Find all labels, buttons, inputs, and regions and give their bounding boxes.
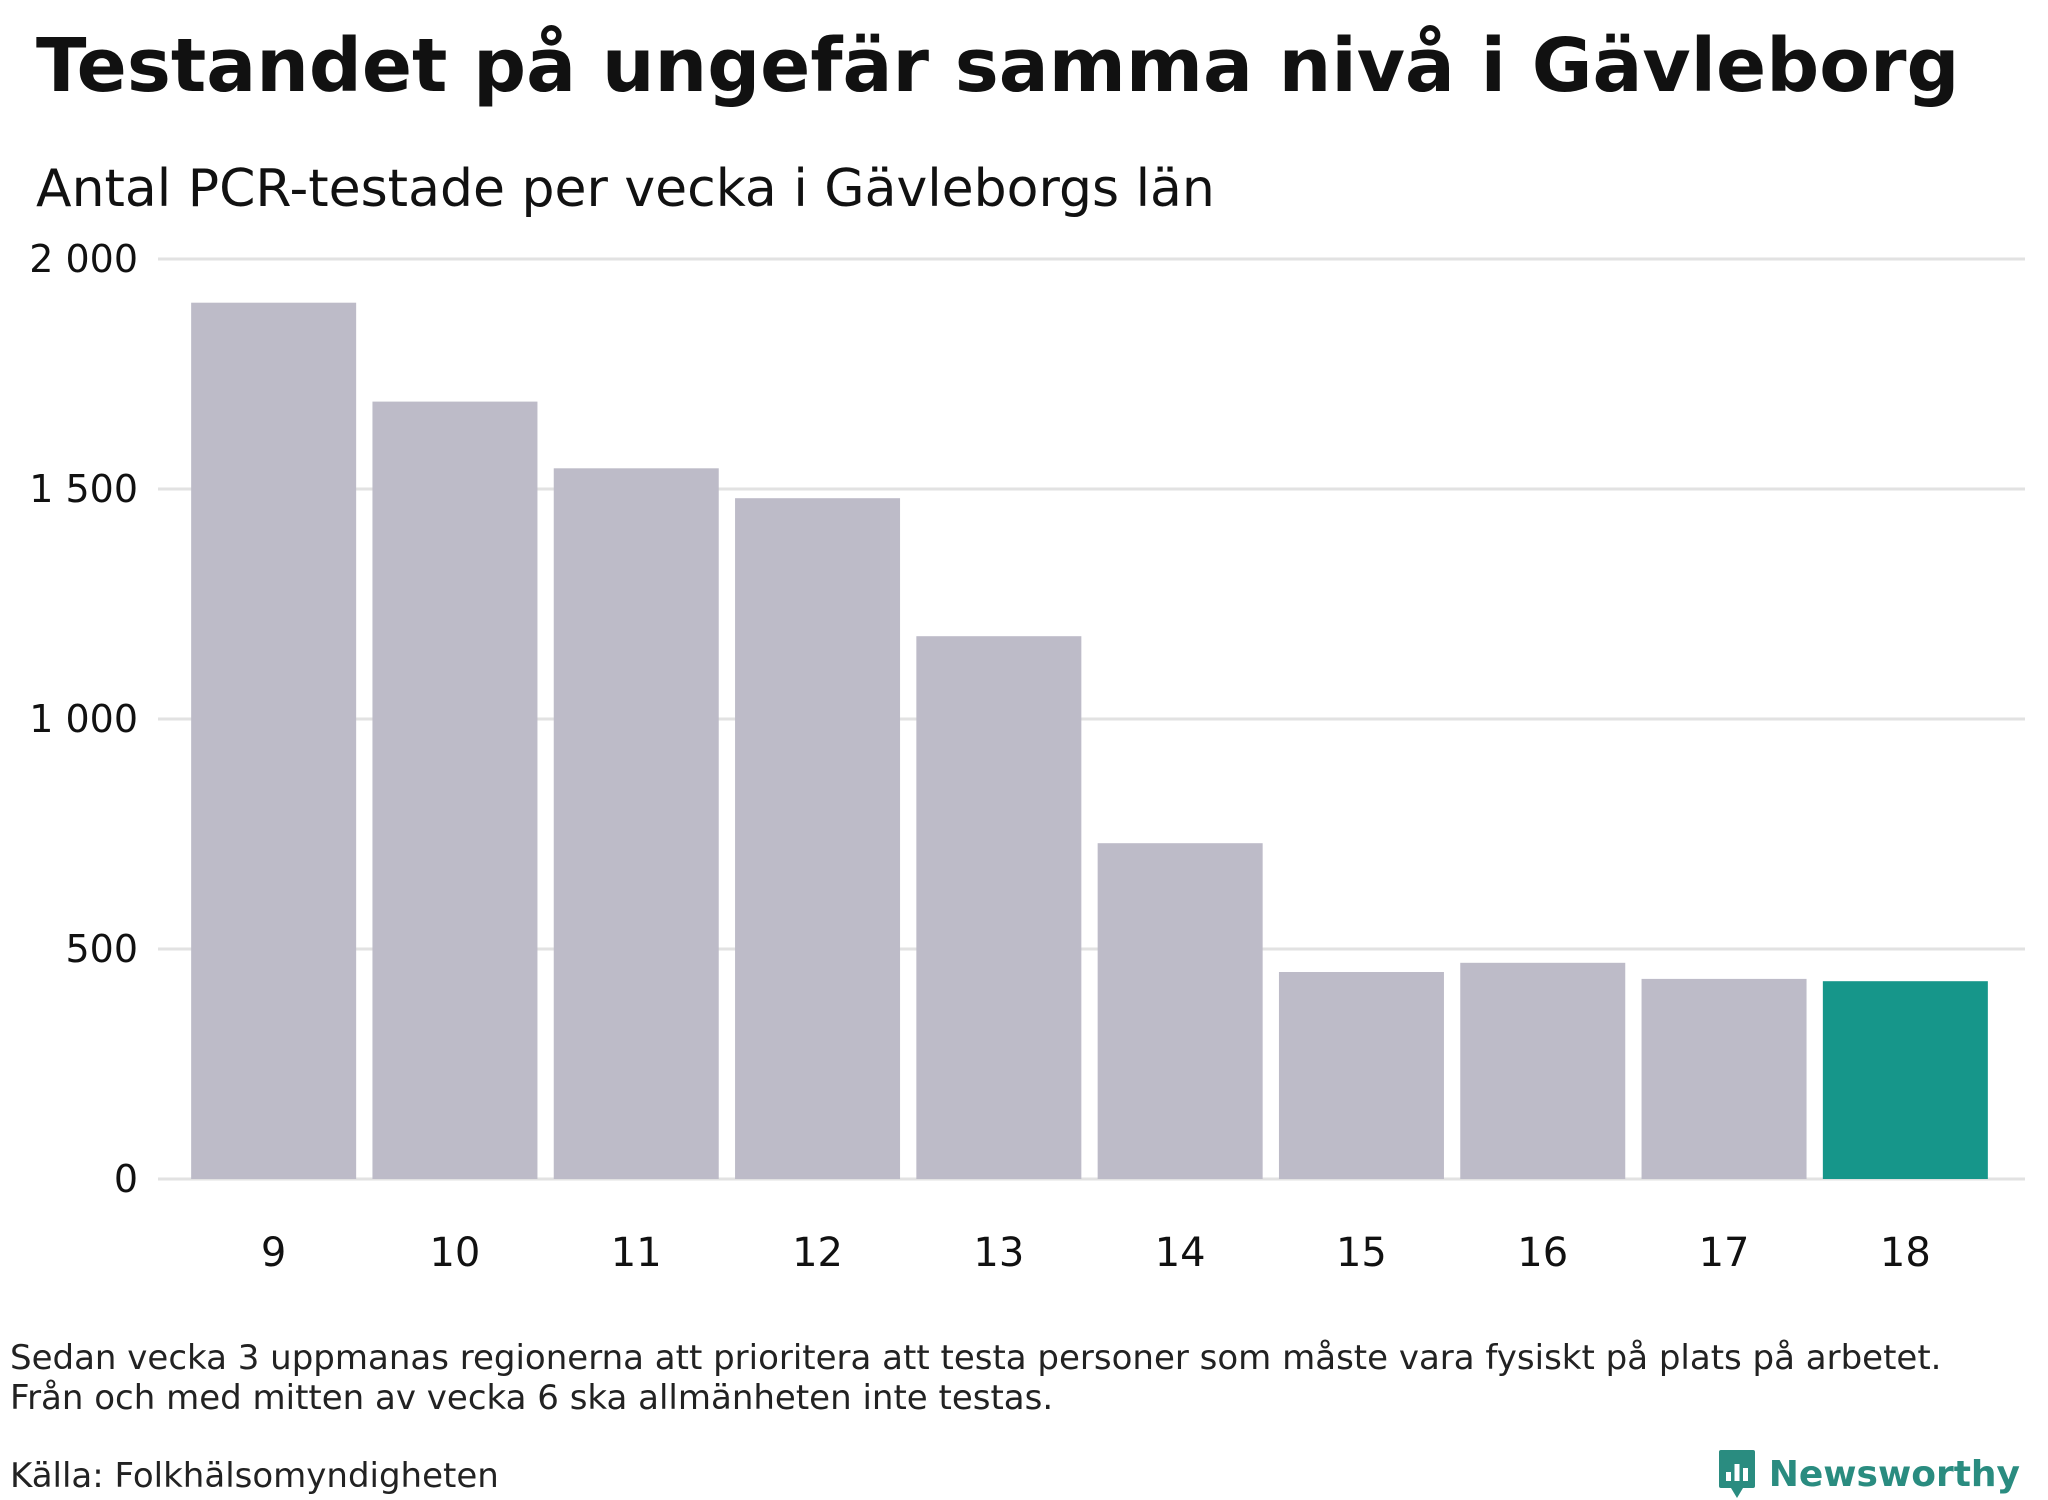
chart-title: Testandet på ungefär samma nivå i Gävleb…: [36, 23, 1960, 109]
x-tick-label: 12: [792, 1230, 843, 1276]
y-tick-label: 2 000: [29, 237, 138, 281]
source-credit: Källa: Folkhälsomyndigheten: [10, 1456, 499, 1496]
note-line: Sedan vecka 3 uppmanas regionerna att pr…: [10, 1338, 1942, 1378]
y-tick-label: 1 000: [29, 697, 138, 741]
x-tick-label: 10: [429, 1230, 480, 1276]
x-tick-label: 16: [1517, 1230, 1568, 1276]
newsworthy-logo-icon: [1718, 1450, 1755, 1498]
x-tick-label: 13: [973, 1230, 1024, 1276]
y-tick-label: 0: [114, 1157, 138, 1201]
brand-logo: Newsworthy: [1717, 1448, 2020, 1500]
bar: [735, 498, 901, 1179]
chart-subtitle: Antal PCR-testade per vecka i Gävleborgs…: [36, 159, 1215, 219]
x-tick-label: 17: [1699, 1230, 1750, 1276]
bar: [372, 401, 538, 1180]
bar: [1278, 972, 1444, 1179]
chart-notes: Sedan vecka 3 uppmanas regionerna att pr…: [10, 1338, 2030, 1418]
bars: [191, 302, 1988, 1180]
x-tick-label: 11: [611, 1230, 662, 1276]
x-axis-labels: 9 10 11 12 13 14 15 16 17 18: [261, 1230, 1931, 1276]
y-axis-labels: 0 500 1 000 1 500 2 000: [29, 237, 138, 1201]
bar: [1097, 843, 1263, 1179]
x-tick-label: 9: [261, 1230, 286, 1276]
x-tick-label: 14: [1155, 1230, 1206, 1276]
y-tick-label: 500: [65, 927, 138, 971]
note-line: Från och med mitten av vecka 6 ska allmä…: [10, 1378, 1054, 1418]
bar-chart: 0 500 1 000 1 500 2 000 9 10 11 12 13 14 15 16 17 18: [29, 237, 2025, 1276]
bar: [1460, 962, 1626, 1179]
bar: [916, 636, 1082, 1179]
bar: [553, 468, 719, 1179]
bar: [191, 302, 357, 1179]
bar: [1641, 978, 1807, 1179]
x-tick-label: 18: [1880, 1230, 1931, 1276]
bar-highlighted: [1822, 981, 1988, 1179]
x-tick-label: 15: [1336, 1230, 1387, 1276]
y-tick-label: 1 500: [29, 467, 138, 511]
brand-name: Newsworthy: [1768, 1453, 2020, 1495]
